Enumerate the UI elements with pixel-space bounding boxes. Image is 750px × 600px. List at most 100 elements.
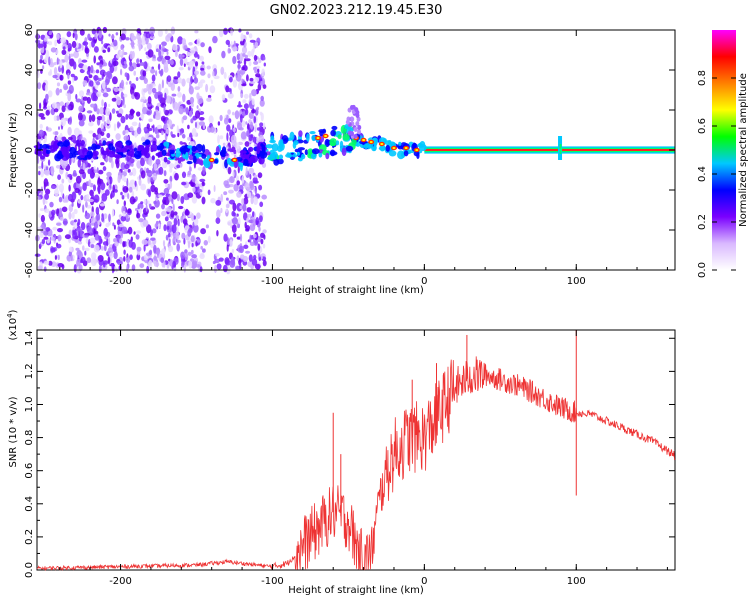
ridge-peak-center <box>316 137 320 139</box>
spectrogram-noise-blob <box>188 260 193 269</box>
ridge-blob <box>293 140 299 146</box>
spectrogram-noise-blob <box>173 217 178 226</box>
ridge-blob <box>398 141 402 146</box>
ridge-bump-blob <box>354 107 359 113</box>
snr-line-layer <box>36 330 676 571</box>
spectrogram-noise-blob <box>125 113 129 120</box>
spectrogram-noise-blob <box>54 39 57 47</box>
spectrogram-noise-blob <box>166 221 172 226</box>
ridge-blob <box>181 145 190 149</box>
spectrogram-noise-blob <box>184 209 190 216</box>
ridge-blob <box>297 147 305 151</box>
spectrogram-noise-blob <box>181 38 186 46</box>
spectrogram-noise-blob <box>116 110 119 114</box>
spectrogram-noise-blob <box>96 91 102 98</box>
ridge-blob <box>247 147 251 153</box>
spectrogram-noise-blob <box>93 75 99 81</box>
spectrogram-noise-blob <box>122 210 126 217</box>
spectrogram-noise-blob <box>188 110 193 118</box>
spectrogram-noise-blob <box>207 235 211 243</box>
spectrogram-noise-blob <box>101 115 106 122</box>
ridge-bump-blob <box>350 116 355 122</box>
ridge-peak-center <box>362 139 366 141</box>
spectrogram-noise-blob <box>131 190 135 199</box>
spectrogram-noise-blob <box>72 75 75 83</box>
spectrogram-noise-blob <box>161 57 165 64</box>
spectrogram-noise-blob <box>232 217 238 225</box>
ridge-blob <box>108 150 116 158</box>
spectrogram-noise-blob <box>226 197 229 201</box>
spectrogram-noise-blob <box>173 211 178 216</box>
spectrogram-noise-blob <box>187 136 191 141</box>
spectrogram-noise-blob <box>73 222 77 227</box>
spectrogram-noise-blob <box>117 225 122 232</box>
spectrogram-noise-blob <box>244 182 250 190</box>
ridge-blob <box>62 140 70 147</box>
spectrogram-noise-blob <box>93 221 99 229</box>
spectrogram-noise-blob <box>107 178 110 185</box>
ridge-blob <box>331 125 338 131</box>
ridge-blob <box>163 141 170 147</box>
ridge-blob <box>278 154 284 160</box>
spectrogram-noise-blob <box>73 208 78 215</box>
spectrogram-noise-blob <box>243 244 249 249</box>
spectrogram-noise-blob <box>240 93 244 98</box>
spectrogram-noise-blob <box>171 123 175 127</box>
spectrogram-noise-blob <box>141 136 145 142</box>
spectrogram-noise-blob <box>51 209 56 216</box>
spectrogram-noise-blob <box>129 196 136 205</box>
spectrogram-noise-blob <box>241 175 245 184</box>
spectrogram-noise-blob <box>59 207 62 213</box>
ridge-blob <box>158 142 165 151</box>
spectrogram-noise-blob <box>208 115 214 124</box>
spectrogram-noise-blob <box>169 59 174 65</box>
spectrogram-noise-blob <box>177 220 180 227</box>
spectrogram-noise-blob <box>123 200 127 207</box>
colorbar-tick-label: 0.2 <box>697 214 708 230</box>
spectrogram-noise-blob <box>97 220 101 226</box>
spectrogram-noise-blob <box>65 69 71 76</box>
spectrogram-noise-blob <box>78 169 85 175</box>
ridge-blob <box>298 149 302 153</box>
spectrogram-noise-blob <box>69 116 73 124</box>
spectrogram-noise-blob <box>186 77 191 84</box>
spectrogram-y-axis-label: Frequency (Hz) <box>8 112 19 188</box>
ridge-blob <box>345 145 354 152</box>
spectrogram-noise-blob <box>135 234 140 240</box>
spectrogram-noise-blob <box>239 262 242 270</box>
spectrogram-noise-blob <box>162 240 166 247</box>
spectrogram-noise-blob <box>126 239 130 248</box>
spectrogram-noise-blob <box>89 237 96 244</box>
spectrogram-noise-blob <box>75 247 80 251</box>
spectrogram-noise-blob <box>38 129 44 137</box>
spectrogram-noise-blob <box>169 180 173 189</box>
spectrogram-noise-blob <box>239 233 243 242</box>
ridge-blob <box>56 153 64 160</box>
spectrogram-noise-blob <box>78 90 85 97</box>
spectrogram-noise-blob <box>89 80 94 87</box>
ridge-blob <box>413 150 420 157</box>
spectrogram-noise-blob <box>199 266 203 273</box>
spectrogram-noise-blob <box>78 58 82 65</box>
spectrogram-x-tick-label: -100 <box>261 276 284 287</box>
spectrogram-noise-blob <box>194 121 198 129</box>
spectrogram-x-axis-label: Height of straight line (km) <box>288 285 424 296</box>
spectrogram-noise-blob <box>177 36 184 45</box>
spectrogram-noise-blob <box>45 93 49 101</box>
spectrogram-noise-blob <box>149 249 153 255</box>
spectrogram-noise-blob <box>252 176 258 184</box>
spectrogram-noise-blob <box>135 77 139 81</box>
spectrogram-noise-blob <box>72 226 76 230</box>
spectrogram-noise-blob <box>122 97 125 106</box>
ridge-blob <box>150 143 158 152</box>
spectrogram-noise-blob <box>155 213 161 219</box>
spectrogram-noise-blob <box>88 114 92 123</box>
spectrogram-noise-blob <box>140 183 147 191</box>
spectrogram-noise-blob <box>52 102 57 109</box>
spectrogram-noise-blob <box>182 218 188 225</box>
spectrogram-noise-blob <box>179 131 182 136</box>
spectrogram-noise-blob <box>69 53 75 57</box>
spectrogram-noise-blob <box>148 118 153 123</box>
ridge-blob <box>271 151 278 160</box>
